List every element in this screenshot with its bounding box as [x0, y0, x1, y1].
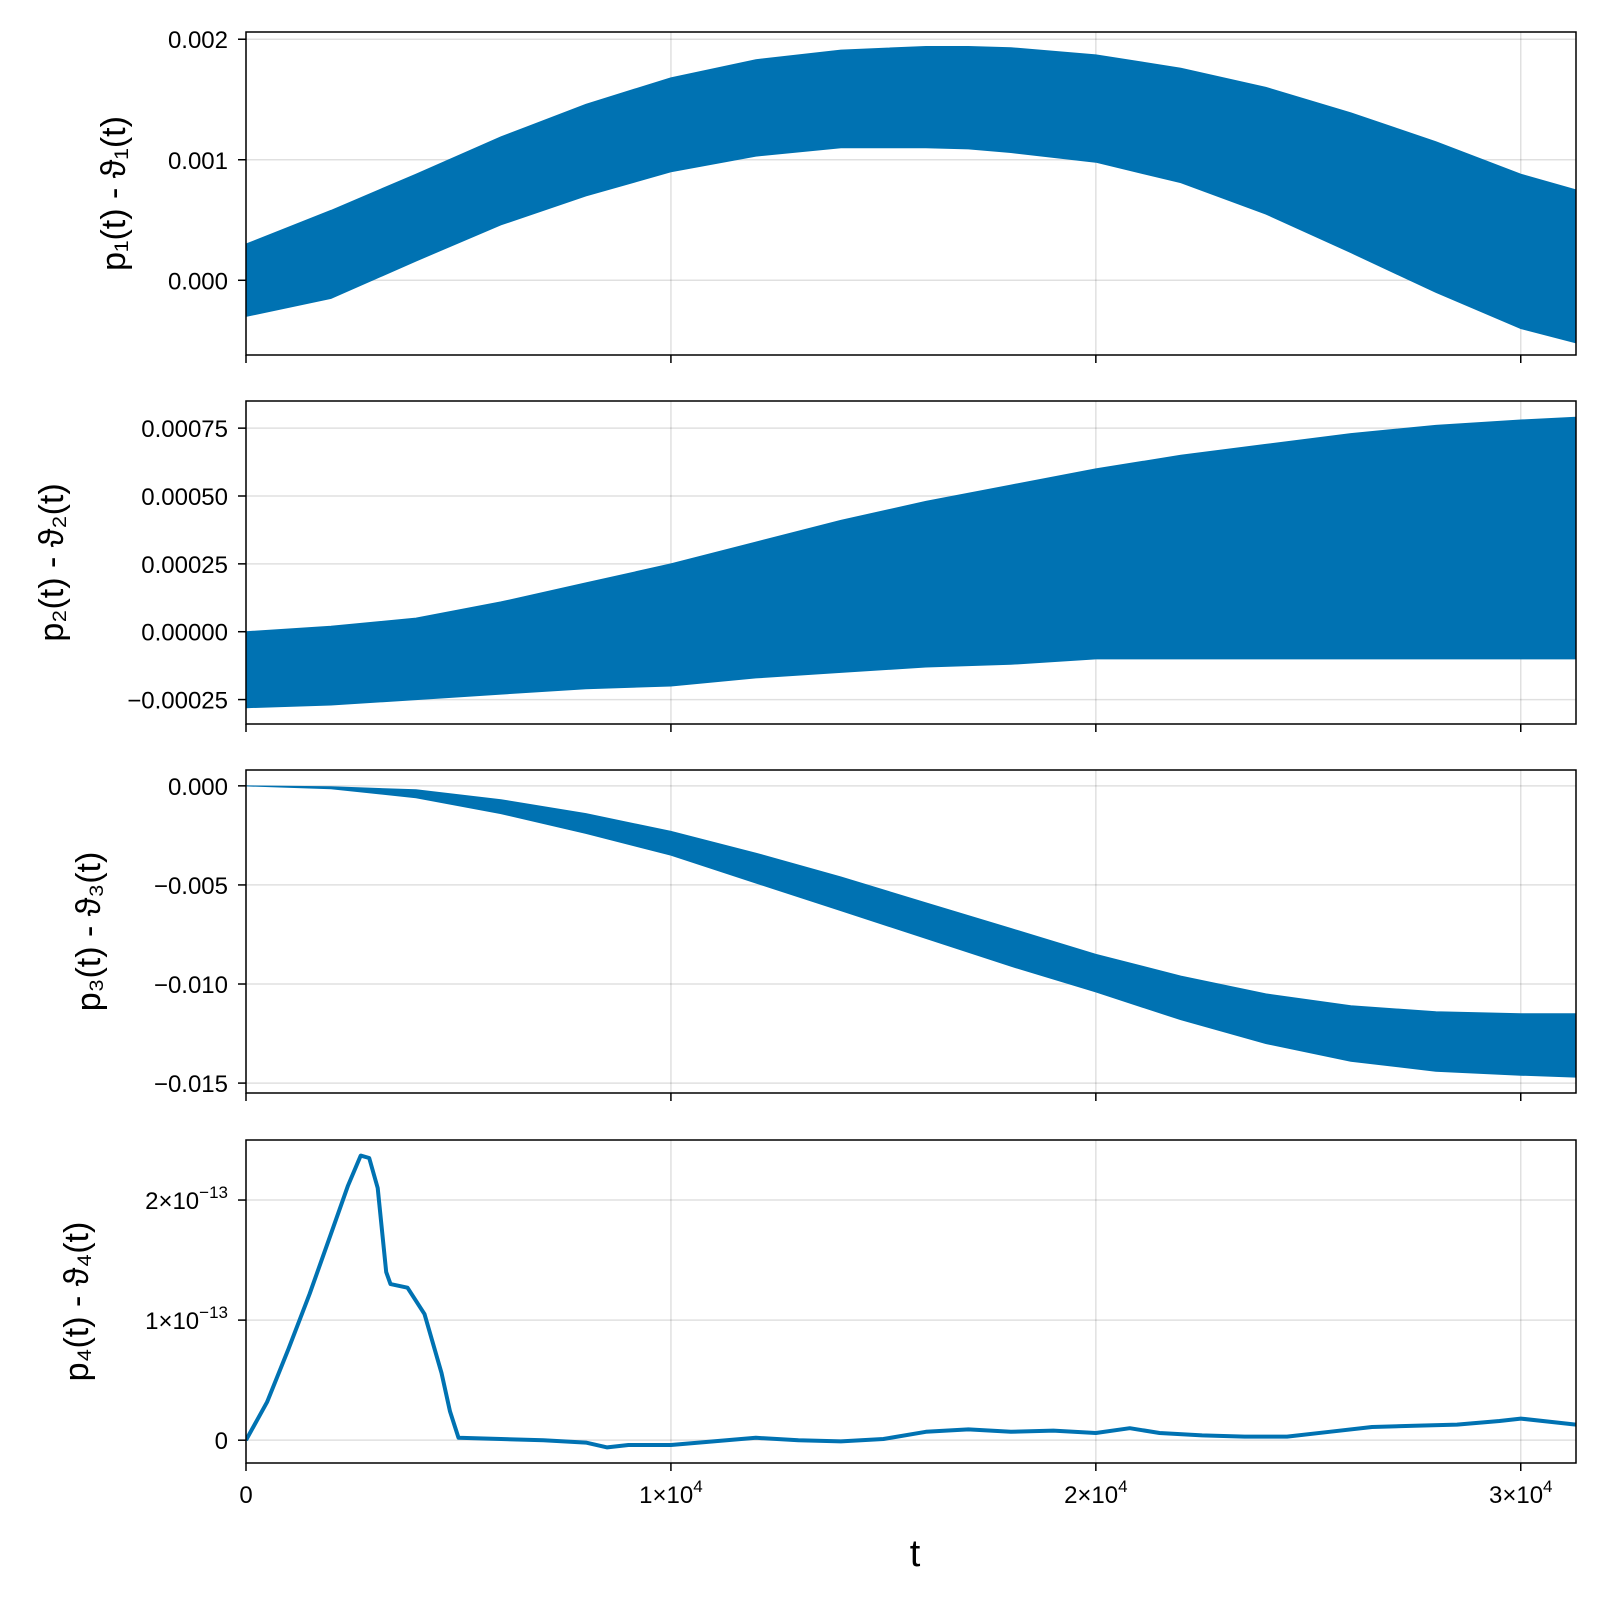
x-tick-exponent: 4: [1118, 1477, 1127, 1496]
y-tick-label: −0.010: [154, 972, 228, 999]
series-band: [246, 416, 1576, 709]
y-tick-label: 0.001: [168, 148, 228, 175]
panel-3: −0.015 −0.010 −0.005 0.000 p₃(t) - ϑ₃(t): [70, 769, 1577, 1101]
y-tick-exponent: −13: [199, 1183, 228, 1202]
x-axis-label: t: [910, 1533, 921, 1575]
y-tick-label: 2×10−13: [145, 1183, 228, 1215]
panel-2: −0.00025 0.00000 0.00025 0.00050 0.00075 p₂(t…: [33, 400, 1577, 732]
x-tick-label: 1×104: [639, 1477, 703, 1509]
y-tick-label: 0.00075: [141, 416, 228, 443]
x-tick-label: 2×104: [1064, 1477, 1128, 1509]
series-band: [246, 785, 1576, 1078]
y-axis-label: p₂(t) - ϑ₂(t): [33, 483, 71, 641]
y-tick-label: −0.005: [154, 873, 228, 900]
series-line: [246, 1153, 1576, 1450]
y-tick-label: 0.00000: [141, 620, 228, 647]
plot-frame: [245, 1139, 1577, 1464]
plot-frame: [245, 769, 1577, 1094]
y-tick-label: 0.000: [168, 268, 228, 295]
plot-frame: [245, 400, 1577, 725]
x-tick-label: 3×104: [1489, 1477, 1553, 1509]
y-axis-label: p₄(t) - ϑ₄(t): [58, 1222, 96, 1382]
x-tick-label: 0: [239, 1482, 252, 1509]
plot-frame: [245, 31, 1577, 356]
y-tick-exponent: −13: [199, 1303, 228, 1322]
y-tick-label: 1×10−13: [145, 1303, 228, 1335]
x-tick-exponent: 4: [1543, 1477, 1552, 1496]
panels: 0.000 0.001 0.002 p₁(t) - ϑ₁(t) −0.00025 0.00…: [33, 27, 1577, 1509]
y-tick-label: 0.00050: [141, 484, 228, 511]
y-tick-label: 0.000: [168, 774, 228, 801]
y-tick-label: 0.00025: [141, 552, 228, 579]
y-axis-label: p₁(t) - ϑ₁(t): [95, 116, 133, 271]
y-axis-label: p₃(t) - ϑ₃(t): [70, 852, 108, 1012]
y-tick-label: −0.015: [154, 1071, 228, 1098]
panel-1: 0.000 0.001 0.002 p₁(t) - ϑ₁(t): [95, 27, 1577, 363]
y-tick-label: −0.00025: [127, 688, 228, 715]
series-band: [246, 46, 1576, 344]
x-tick-exponent: 4: [693, 1477, 702, 1496]
y-tick-label: 0: [215, 1428, 228, 1455]
panel-4: 0 1×10−13 2×10−13 0 1×104 2×104 3×104 p₄(t) - ϑ…: [58, 1139, 1577, 1509]
y-tick-label: 0.002: [168, 27, 228, 54]
